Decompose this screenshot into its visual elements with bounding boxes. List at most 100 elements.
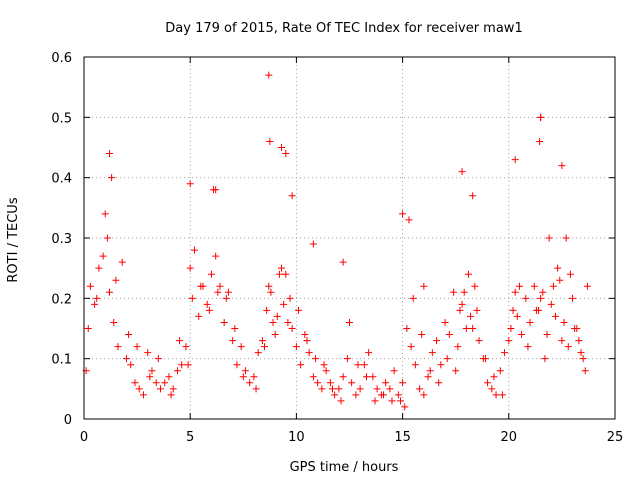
data-point [428,349,436,357]
data-point [282,150,290,158]
data-point [182,343,190,351]
data-point [91,300,99,308]
data-point [473,306,481,314]
data-point [445,331,453,339]
y-tick-label: 0.2 [51,292,72,307]
data-point [269,318,277,326]
data-point [507,325,515,332]
data-point [543,331,551,339]
data-points [82,71,591,411]
data-point [220,318,228,326]
data-point [492,391,500,399]
data-point [450,288,458,296]
data-point [416,385,424,393]
data-point [205,306,213,314]
data-point [399,379,407,387]
data-point [152,379,160,387]
data-point [437,361,445,369]
data-point [167,391,175,399]
data-point [558,162,566,170]
data-point [530,282,538,290]
data-point [420,391,428,399]
data-point [312,355,320,363]
data-point [524,343,532,351]
data-point [250,373,258,381]
data-point [386,385,394,393]
data-point [405,216,413,224]
data-point [154,355,162,363]
x-tick-label: 10 [288,430,305,445]
data-point [481,355,489,363]
data-point [278,144,286,151]
data-point [103,234,111,242]
data-point [254,349,262,357]
data-point [275,270,283,278]
data-point [382,379,390,387]
data-point [195,312,203,320]
data-point [258,337,266,345]
x-tick-label: 20 [501,430,518,445]
data-point [536,137,544,145]
data-point [131,379,139,387]
data-point [556,276,564,284]
data-point [522,294,530,302]
data-point [335,385,343,393]
data-point [549,282,557,290]
data-point [339,258,347,266]
x-tick-label: 25 [607,430,624,445]
data-point [545,234,553,242]
data-point [518,331,526,339]
data-point [301,331,309,339]
data-point [127,361,135,369]
data-point [552,312,560,320]
data-point [309,240,317,248]
data-point [326,379,334,387]
data-point [475,337,483,345]
data-point [297,361,305,369]
data-point [488,385,496,393]
data-point [139,391,147,399]
data-point [346,318,353,326]
data-point [339,373,347,381]
data-point [496,367,504,375]
data-point [390,367,398,375]
data-point [511,156,519,164]
data-point [101,210,109,218]
data-point [266,137,274,145]
data-point [469,325,477,332]
data-point [122,355,130,363]
data-point [93,294,101,302]
data-point [566,270,574,278]
data-point [252,385,260,393]
data-point [583,282,591,290]
data-point [110,318,118,326]
data-point [233,361,241,369]
data-point [560,318,568,326]
y-tick-label: 0.6 [51,51,72,66]
data-point [320,361,328,369]
data-point [569,294,577,302]
data-point [231,325,239,332]
data-point [490,373,498,381]
y-tick-label: 0.4 [51,172,72,187]
data-point [515,282,523,290]
data-point [460,288,468,296]
data-point [261,343,269,351]
data-point [125,331,133,339]
data-point [144,349,152,357]
data-point [511,288,519,296]
data-point [318,385,326,393]
data-point [190,246,198,254]
y-tick-label: 0.1 [51,353,72,368]
data-point [373,385,381,393]
data-point [309,373,317,381]
x-axis-label: GPS time / hours [290,460,399,475]
data-point [314,379,322,387]
data-point [558,337,566,345]
data-point [498,391,506,399]
data-point [401,403,409,411]
data-point [396,397,404,405]
data-point [229,337,237,345]
data-point [435,379,443,387]
data-point [443,355,451,363]
